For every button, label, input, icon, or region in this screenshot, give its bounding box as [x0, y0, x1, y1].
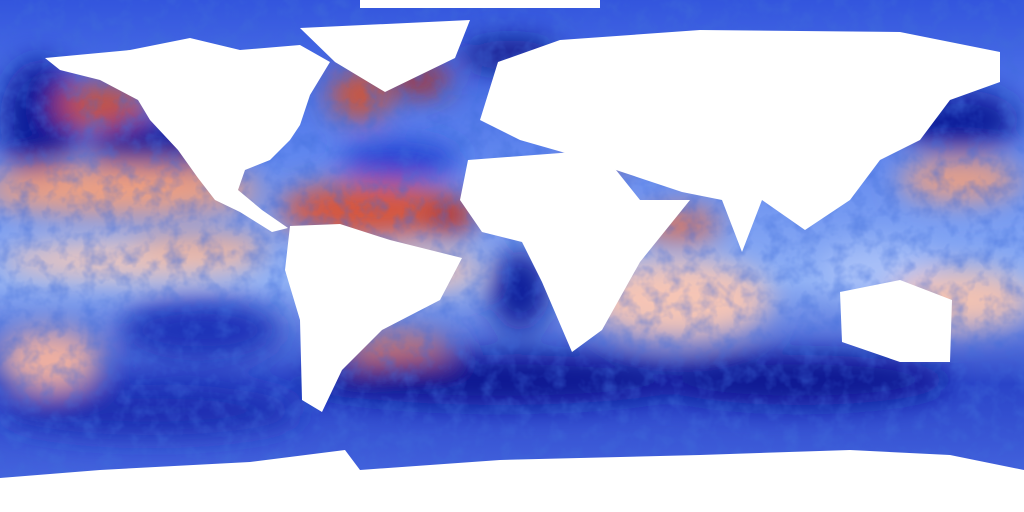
- south-america: [285, 224, 462, 412]
- arctic-edge: [360, 0, 600, 8]
- australia: [840, 280, 952, 362]
- eurasia: [480, 30, 1000, 252]
- greenland: [300, 20, 470, 92]
- north-america: [45, 38, 330, 232]
- africa: [460, 150, 690, 352]
- antarctica: [0, 450, 1024, 512]
